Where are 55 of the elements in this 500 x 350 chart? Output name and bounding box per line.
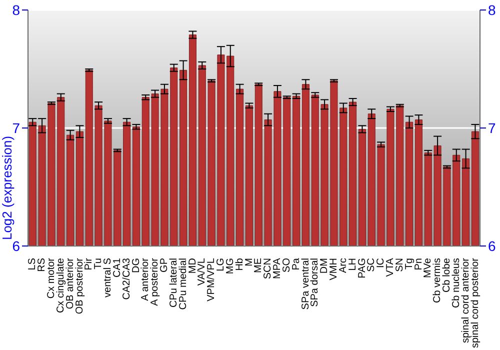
x-tick-label: Cx cingulate bbox=[55, 258, 66, 314]
x-tick-label: DG bbox=[130, 258, 142, 273]
x-tick-label: OB anterior bbox=[64, 257, 76, 310]
x-tick-label: VMH bbox=[328, 258, 340, 280]
x-tick-label: CA2/CA3 bbox=[121, 258, 132, 300]
x-tick-label: ventral S bbox=[102, 258, 114, 298]
x-tick-label: MD bbox=[187, 258, 198, 274]
x-tick-label: Tu bbox=[93, 258, 104, 270]
x-tick-label: spinal cord posterior bbox=[470, 257, 481, 348]
x-tick-label: LS bbox=[27, 258, 38, 270]
x-tick-label: A posterior bbox=[150, 257, 161, 306]
x-tick-label: MPA bbox=[272, 258, 284, 279]
x-tick-label: CPu medial bbox=[178, 258, 189, 310]
x-tick-label: LG bbox=[216, 258, 227, 272]
x-tick-label: VPM/VPL bbox=[206, 258, 218, 302]
x-tick-label: GP bbox=[159, 258, 170, 272]
y-tick-label: 7 bbox=[12, 120, 20, 136]
y-tick-label: 8 bbox=[12, 2, 20, 18]
x-tick-label: ME bbox=[253, 258, 264, 273]
x-tick-label: VA/VL bbox=[196, 258, 208, 286]
x-tick-label: SO bbox=[281, 258, 292, 272]
y2-tick-label: 6 bbox=[488, 238, 496, 254]
x-tick-label: SC bbox=[366, 258, 378, 272]
x-tick-label: Cb nucleus bbox=[450, 258, 462, 308]
x-tick-label: SPa dorsal bbox=[310, 258, 321, 307]
x-tick-label: A anterior bbox=[140, 257, 152, 301]
x-tick-label: SCN bbox=[262, 258, 274, 280]
x-tick-label: Arc bbox=[338, 258, 349, 273]
x-tick-label: CA1 bbox=[112, 258, 123, 278]
x-tick-label: SN bbox=[394, 258, 406, 272]
x-tick-label: SPa ventral bbox=[300, 258, 312, 310]
x-tick-label: Hb bbox=[234, 258, 246, 271]
x-tick-label: Pir bbox=[84, 257, 95, 270]
y-axis-title: Log2 (expression) bbox=[0, 136, 15, 240]
x-tick-label: Cb vermis bbox=[432, 258, 444, 304]
y-tick-label: 6 bbox=[12, 238, 20, 254]
x-tick-label: MG bbox=[224, 258, 236, 274]
x-tick-label: OB posterior bbox=[74, 257, 86, 314]
x-tick-label: RS bbox=[36, 258, 48, 272]
x-tick-label: Cx motor bbox=[46, 257, 58, 299]
x-tick-label: Pn bbox=[413, 258, 424, 270]
y2-tick-label: 7 bbox=[488, 120, 496, 136]
x-tick-label: spinal cord anterior bbox=[460, 257, 472, 344]
x-tick-label: IC bbox=[376, 258, 387, 268]
x-tick-label: Pa bbox=[290, 258, 302, 270]
x-tick-label: Tg bbox=[404, 258, 415, 270]
x-tick-label: PAG bbox=[356, 258, 368, 278]
x-tick-label: MVe bbox=[422, 258, 434, 278]
y2-tick-label: 8 bbox=[488, 2, 496, 18]
x-tick-label: DM bbox=[319, 258, 330, 274]
x-tick-label: LH bbox=[347, 258, 358, 271]
x-tick-label: VTA bbox=[385, 258, 396, 277]
x-tick-label: Cb lobe bbox=[442, 258, 453, 292]
x-tick-label: CPu lateral bbox=[168, 258, 180, 308]
x-tick-label: M bbox=[244, 258, 255, 266]
